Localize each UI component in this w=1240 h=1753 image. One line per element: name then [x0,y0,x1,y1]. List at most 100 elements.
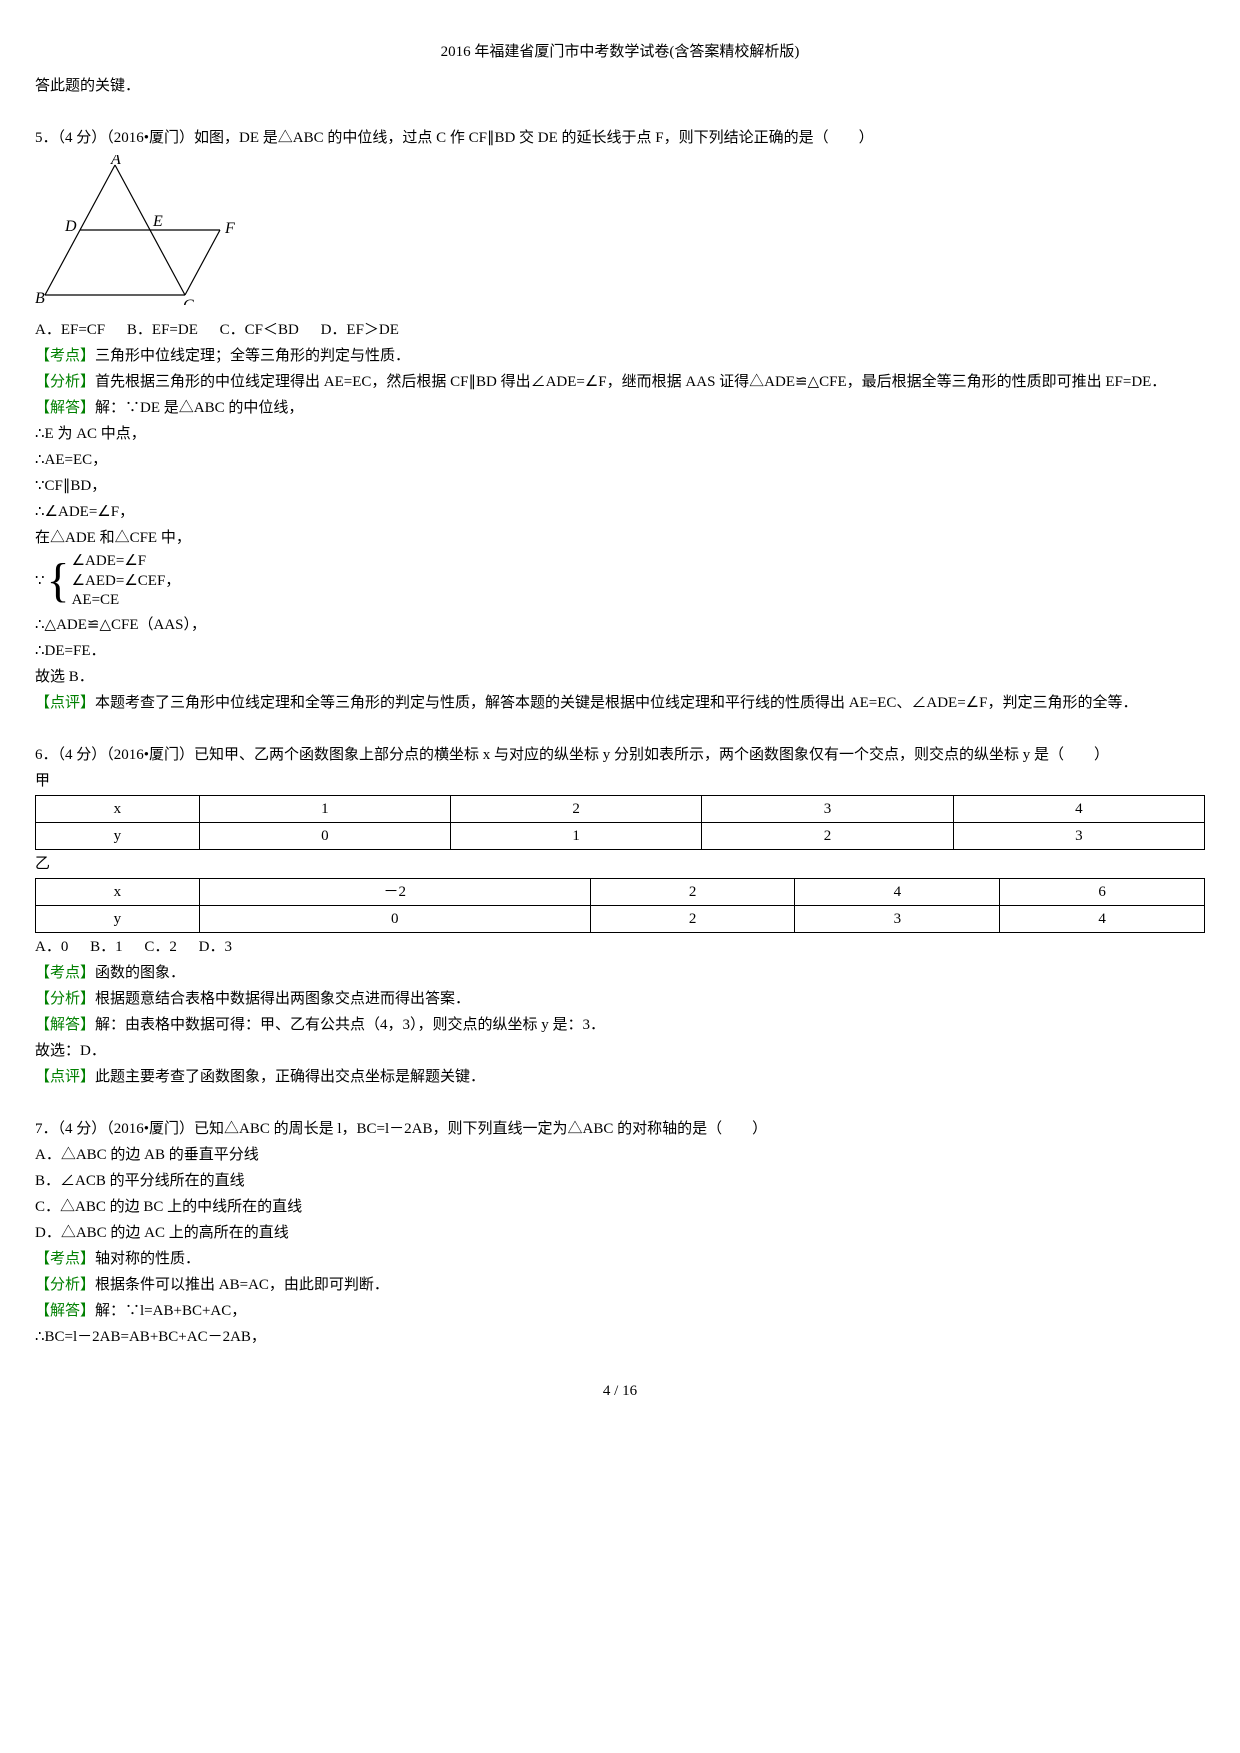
t1-h2: y [36,822,200,849]
t2-d3: 3 [795,905,1000,932]
t2-h1: x [36,878,200,905]
fenxi-text: 根据条件可以推出 AB=AC，由此即可判断． [95,1277,389,1293]
jieda-label: 【解答】 [35,1303,95,1319]
q6-table1: x 1 2 3 4 y 0 1 2 3 [35,795,1205,850]
q5-choices: A．EF=CF B．EF=DE C．CF＜BD D．EF＞DE [35,318,1205,342]
page-number: 4 / 16 [35,1379,1205,1403]
q5-stem: 5．（4 分）（2016•厦门）如图，DE 是△ABC 的中位线，过点 C 作 … [35,126,1205,150]
t1-d4: 3 [953,822,1204,849]
fig-label-B: B [35,290,45,305]
kaodian-label: 【考点】 [35,348,95,364]
brace-line1: ∠ADE=∠F [72,552,181,572]
t2-d4: 4 [1000,905,1205,932]
q6-yi: 乙 [35,852,1205,876]
t1-c1: 1 [199,795,450,822]
dianping-text: 本题考查了三角形中位线定理和全等三角形的判定与性质，解答本题的关键是根据中位线定… [95,695,1137,711]
intro-line: 答此题的关键． [35,74,1205,98]
q7-choice-d: D．△ABC 的边 AC 上的高所在的直线 [35,1221,1205,1245]
t2-c3: 4 [795,878,1000,905]
t2-c2: 2 [590,878,795,905]
jieda-label: 【解答】 [35,400,95,416]
fenxi-label: 【分析】 [35,374,95,390]
q6-jia: 甲 [35,769,1205,793]
q5-jieda-start: 【解答】解：∵DE 是△ABC 的中位线， [35,396,1205,420]
jieda-text: 解：由表格中数据可得：甲、乙有公共点（4，3），则交点的纵坐标 y 是：3． [95,1017,605,1033]
t1-d2: 1 [450,822,701,849]
t1-c2: 2 [450,795,701,822]
t2-d1: 0 [199,905,590,932]
q5-dianping: 【点评】本题考查了三角形中位线定理和全等三角形的判定与性质，解答本题的关键是根据… [35,691,1205,715]
fig-label-E: E [152,213,163,230]
t1-c3: 3 [702,795,953,822]
brace-icon: { [47,557,70,605]
q5-l3: ∵CF∥BD， [35,474,1205,498]
q6-kaodian: 【考点】函数的图象． [35,961,1205,985]
q6-stem: 6．（4 分）（2016•厦门）已知甲、乙两个函数图象上部分点的横坐标 x 与对… [35,743,1205,767]
jieda-text: 解：∵l=AB+BC+AC， [95,1303,246,1319]
q6-dianping: 【点评】此题主要考查了函数图象，正确得出交点坐标是解题关键． [35,1065,1205,1089]
q5-l2: ∴AE=EC， [35,448,1205,472]
q5-choice-d: D．EF＞DE [321,322,399,338]
fenxi-label: 【分析】 [35,991,95,1007]
q5-kaodian: 【考点】三角形中位线定理；全等三角形的判定与性质． [35,344,1205,368]
q7-choice-c: C．△ABC 的边 BC 上的中线所在的直线 [35,1195,1205,1219]
brace-line2: ∠AED=∠CEF， [72,572,181,592]
t1-c4: 4 [953,795,1204,822]
jieda-pre: 解：∵DE 是△ABC 的中位线， [95,400,303,416]
q5-l4: ∴∠ADE=∠F， [35,500,1205,524]
fenxi-text: 首先根据三角形的中位线定理得出 AE=EC，然后根据 CF∥BD 得出∠ADE=… [95,374,1166,390]
brace-prefix: ∵ [35,569,45,593]
fenxi-label: 【分析】 [35,1277,95,1293]
q5-choice-a: A．EF=CF [35,322,105,338]
kaodian-text: 三角形中位线定理；全等三角形的判定与性质． [95,348,410,364]
q5-figure: A B C D E F [35,155,1205,313]
q7-choice-b: B．∠ACB 的平分线所在的直线 [35,1169,1205,1193]
fenxi-text: 根据题意结合表格中数据得出两图象交点进而得出答案． [95,991,470,1007]
kaodian-text: 函数的图象． [95,965,185,981]
fig-label-C: C [183,297,194,305]
kaodian-label: 【考点】 [35,965,95,981]
kaodian-label: 【考点】 [35,1251,95,1267]
q7-fenxi: 【分析】根据条件可以推出 AB=AC，由此即可判断． [35,1273,1205,1297]
q5-l6: ∴△ADE≌△CFE（AAS）， [35,613,1205,637]
dianping-label: 【点评】 [35,695,95,711]
fig-label-A: A [110,155,121,168]
dianping-label: 【点评】 [35,1069,95,1085]
q7-kaodian: 【考点】轴对称的性质． [35,1247,1205,1271]
dianping-text: 此题主要考查了函数图象，正确得出交点坐标是解题关键． [95,1069,485,1085]
brace-line3: AE=CE [72,591,181,611]
q6-l1: 故选：D． [35,1039,1205,1063]
t2-c4: 6 [1000,878,1205,905]
t1-h1: x [36,795,200,822]
q6-choice-d: D．3 [199,939,232,955]
q7-l1: ∴BC=l－2AB=AB+BC+AC－2AB， [35,1325,1205,1349]
q6-choice-c: C．2 [144,939,177,955]
fig-label-F: F [224,220,235,237]
q5-brace-block: ∵ { ∠ADE=∠F ∠AED=∠CEF， AE=CE [35,552,1205,611]
q5-l5: 在△ADE 和△CFE 中， [35,526,1205,550]
q6-choice-b: B．1 [90,939,123,955]
t1-d3: 2 [702,822,953,849]
q6-jieda: 【解答】解：由表格中数据可得：甲、乙有公共点（4，3），则交点的纵坐标 y 是：… [35,1013,1205,1037]
q5-choice-b: B．EF=DE [127,322,198,338]
q7-stem: 7．（4 分）（2016•厦门）已知△ABC 的周长是 l，BC=l－2AB，则… [35,1117,1205,1141]
q5-fenxi: 【分析】首先根据三角形的中位线定理得出 AE=EC，然后根据 CF∥BD 得出∠… [35,370,1205,394]
q6-fenxi: 【分析】根据题意结合表格中数据得出两图象交点进而得出答案． [35,987,1205,1011]
jieda-label: 【解答】 [35,1017,95,1033]
q7-jieda: 【解答】解：∵l=AB+BC+AC， [35,1299,1205,1323]
q5-l8: 故选 B． [35,665,1205,689]
q7-choice-a: A．△ABC 的边 AB 的垂直平分线 [35,1143,1205,1167]
page-header: 2016 年福建省厦门市中考数学试卷(含答案精校解析版) [35,40,1205,64]
t2-d2: 2 [590,905,795,932]
t2-c1: －2 [199,878,590,905]
q5-choice-c: C．CF＜BD [220,322,299,338]
q5-l1: ∴E 为 AC 中点， [35,422,1205,446]
q6-table2: x －2 2 4 6 y 0 2 3 4 [35,878,1205,933]
t1-d1: 0 [199,822,450,849]
fig-label-D: D [64,218,77,235]
kaodian-text: 轴对称的性质． [95,1251,200,1267]
q5-l7: ∴DE=FE． [35,639,1205,663]
q6-choice-a: A．0 [35,939,68,955]
t2-h2: y [36,905,200,932]
q6-choices: A．0 B．1 C．2 D．3 [35,935,1205,959]
